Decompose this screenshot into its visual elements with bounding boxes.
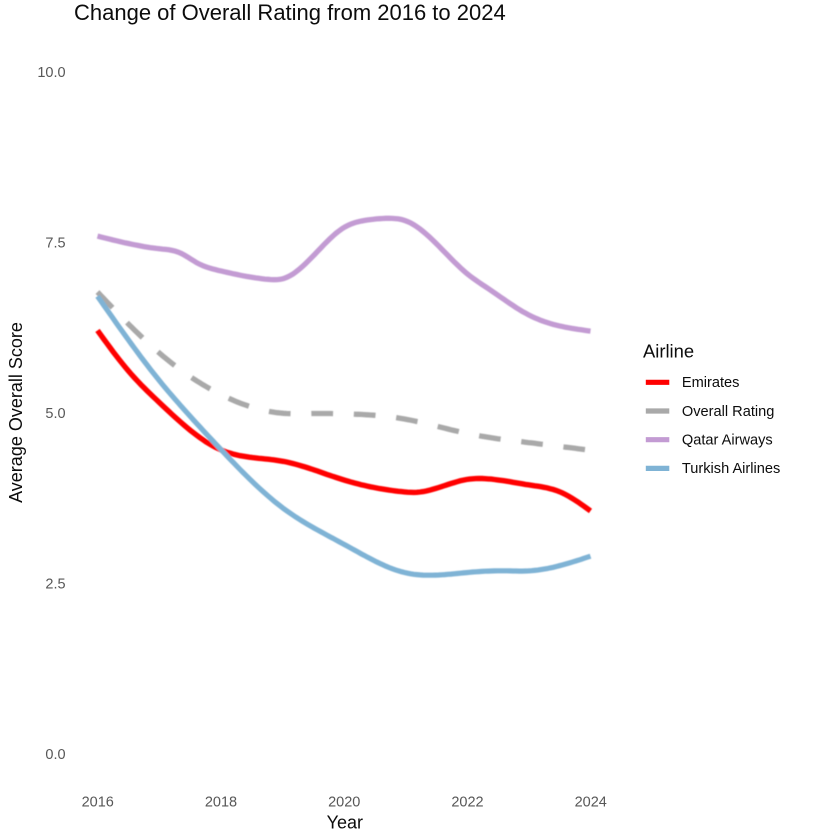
svg-text:Turkish Airlines: Turkish Airlines [682, 461, 780, 477]
svg-text:Emirates: Emirates [682, 375, 740, 391]
svg-text:Average Overall Score: Average Overall Score [6, 322, 26, 503]
svg-text:2016: 2016 [82, 794, 114, 810]
svg-text:Year: Year [327, 812, 363, 832]
svg-text:Qatar Airways: Qatar Airways [682, 433, 773, 449]
svg-text:2018: 2018 [205, 794, 237, 810]
svg-text:7.5: 7.5 [45, 236, 65, 252]
svg-text:2020: 2020 [328, 794, 360, 810]
svg-text:Overall Rating: Overall Rating [682, 404, 774, 420]
svg-text:5.0: 5.0 [45, 406, 65, 422]
svg-text:2022: 2022 [451, 794, 483, 810]
svg-text:10.0: 10.0 [37, 65, 65, 81]
svg-text:Airline: Airline [643, 340, 694, 361]
svg-text:Change of Overall Rating from: Change of Overall Rating from 2016 to 20… [74, 0, 506, 25]
svg-text:0.0: 0.0 [45, 747, 65, 763]
svg-text:2024: 2024 [575, 794, 607, 810]
svg-text:2.5: 2.5 [45, 577, 65, 593]
